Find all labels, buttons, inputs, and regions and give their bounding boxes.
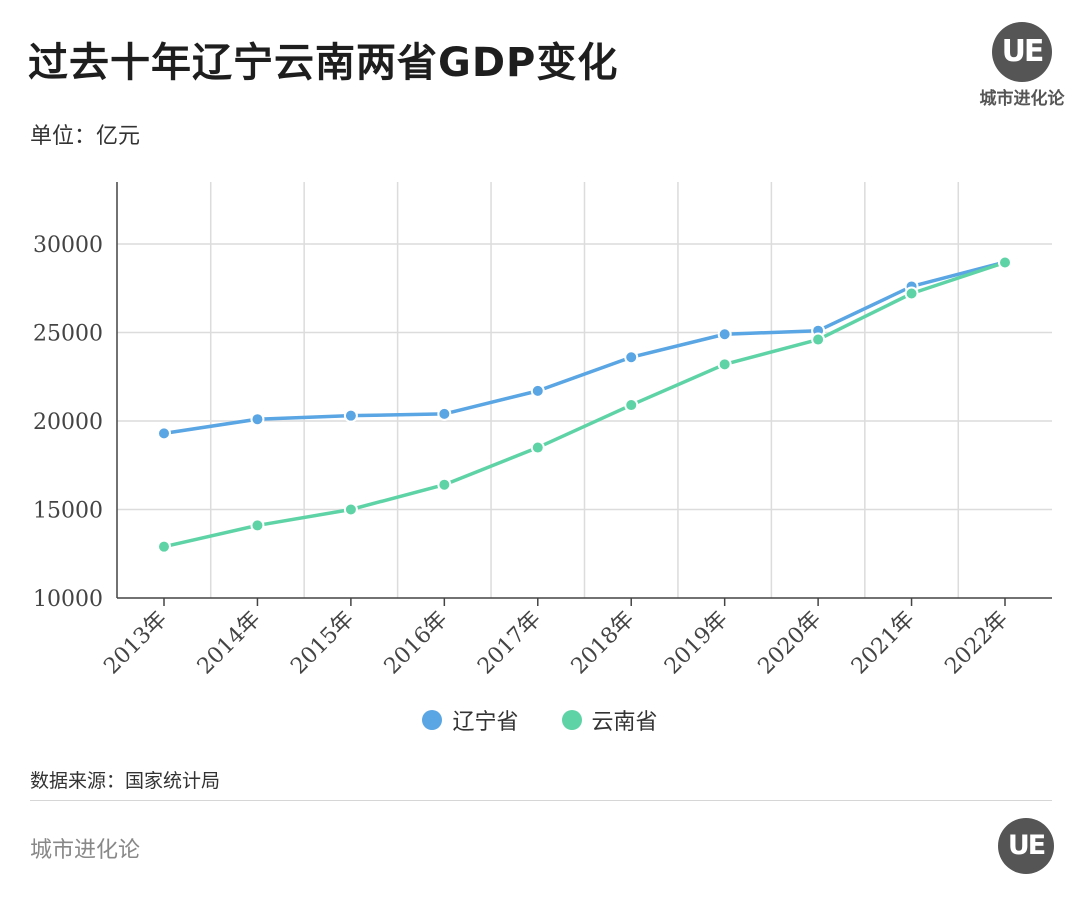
footer-logo-mark: UE [998, 818, 1054, 874]
y-tick-label: 25000 [33, 321, 103, 346]
x-tick-label: 2016年 [380, 607, 453, 680]
data-point-1-0 [157, 539, 171, 554]
x-tick-label: 2014年 [193, 607, 266, 680]
data-source: 数据来源：国家统计局 [30, 770, 221, 792]
legend-item-yunnan[interactable]: 云南省 [561, 704, 658, 736]
series-line-0 [162, 260, 1007, 436]
data-point-0-0 [157, 426, 171, 441]
logo-text: 城市进化论 [979, 89, 1065, 109]
legend-dot-yunnan [561, 710, 582, 730]
data-point-1-2 [343, 502, 358, 517]
data-point-1-8 [904, 286, 919, 301]
data-point-0-6 [717, 327, 732, 342]
y-tick-label: 20000 [33, 410, 103, 435]
data-point-1-6 [717, 357, 732, 372]
footer-brand: 城市进化论 [30, 838, 141, 863]
legend-label-yunnan: 云南省 [591, 710, 658, 735]
x-tick-label: 2015年 [286, 607, 359, 680]
logo-mark: UE [992, 22, 1052, 82]
y-tick-label: 10000 [33, 587, 103, 612]
gdp-line-chart: 10000 15000 20000 25000 30000 2013年 2014年 2015年… [33, 182, 1052, 680]
x-tick-label: 2013年 [99, 607, 172, 680]
data-point-0-4 [530, 383, 545, 398]
x-tick-label: 2017年 [473, 607, 546, 680]
chart-legend: 辽宁省 云南省 [0, 704, 1080, 736]
legend-item-liaoning[interactable]: 辽宁省 [422, 704, 519, 736]
data-point-1-7 [811, 332, 826, 347]
data-point-1-1 [250, 518, 265, 533]
series-line-1 [162, 260, 1007, 549]
data-point-0-5 [624, 350, 639, 365]
page-title: 过去十年辽宁云南两省GDP变化 [28, 40, 619, 86]
x-tick-label: 2019年 [660, 607, 733, 680]
x-tick-label: 2021年 [847, 607, 920, 680]
footer-divider [30, 800, 1052, 801]
legend-dot-liaoning [422, 710, 443, 730]
x-tick-label: 2020年 [754, 607, 827, 680]
brand-logo: UE 城市进化论 [974, 22, 1070, 109]
data-point-1-4 [530, 440, 545, 455]
data-point-1-3 [437, 477, 452, 492]
data-point-0-3 [437, 406, 452, 421]
data-point-0-2 [343, 408, 358, 423]
data-point-1-5 [624, 398, 639, 413]
data-point-1-9 [998, 255, 1012, 270]
data-point-0-1 [250, 412, 265, 427]
legend-label-liaoning: 辽宁省 [452, 710, 519, 735]
y-tick-label: 15000 [33, 498, 103, 523]
x-tick-label: 2022年 [940, 607, 1013, 680]
y-tick-label: 30000 [33, 233, 103, 258]
unit-label: 单位：亿元 [30, 124, 141, 149]
x-tick-label: 2018年 [567, 607, 640, 680]
